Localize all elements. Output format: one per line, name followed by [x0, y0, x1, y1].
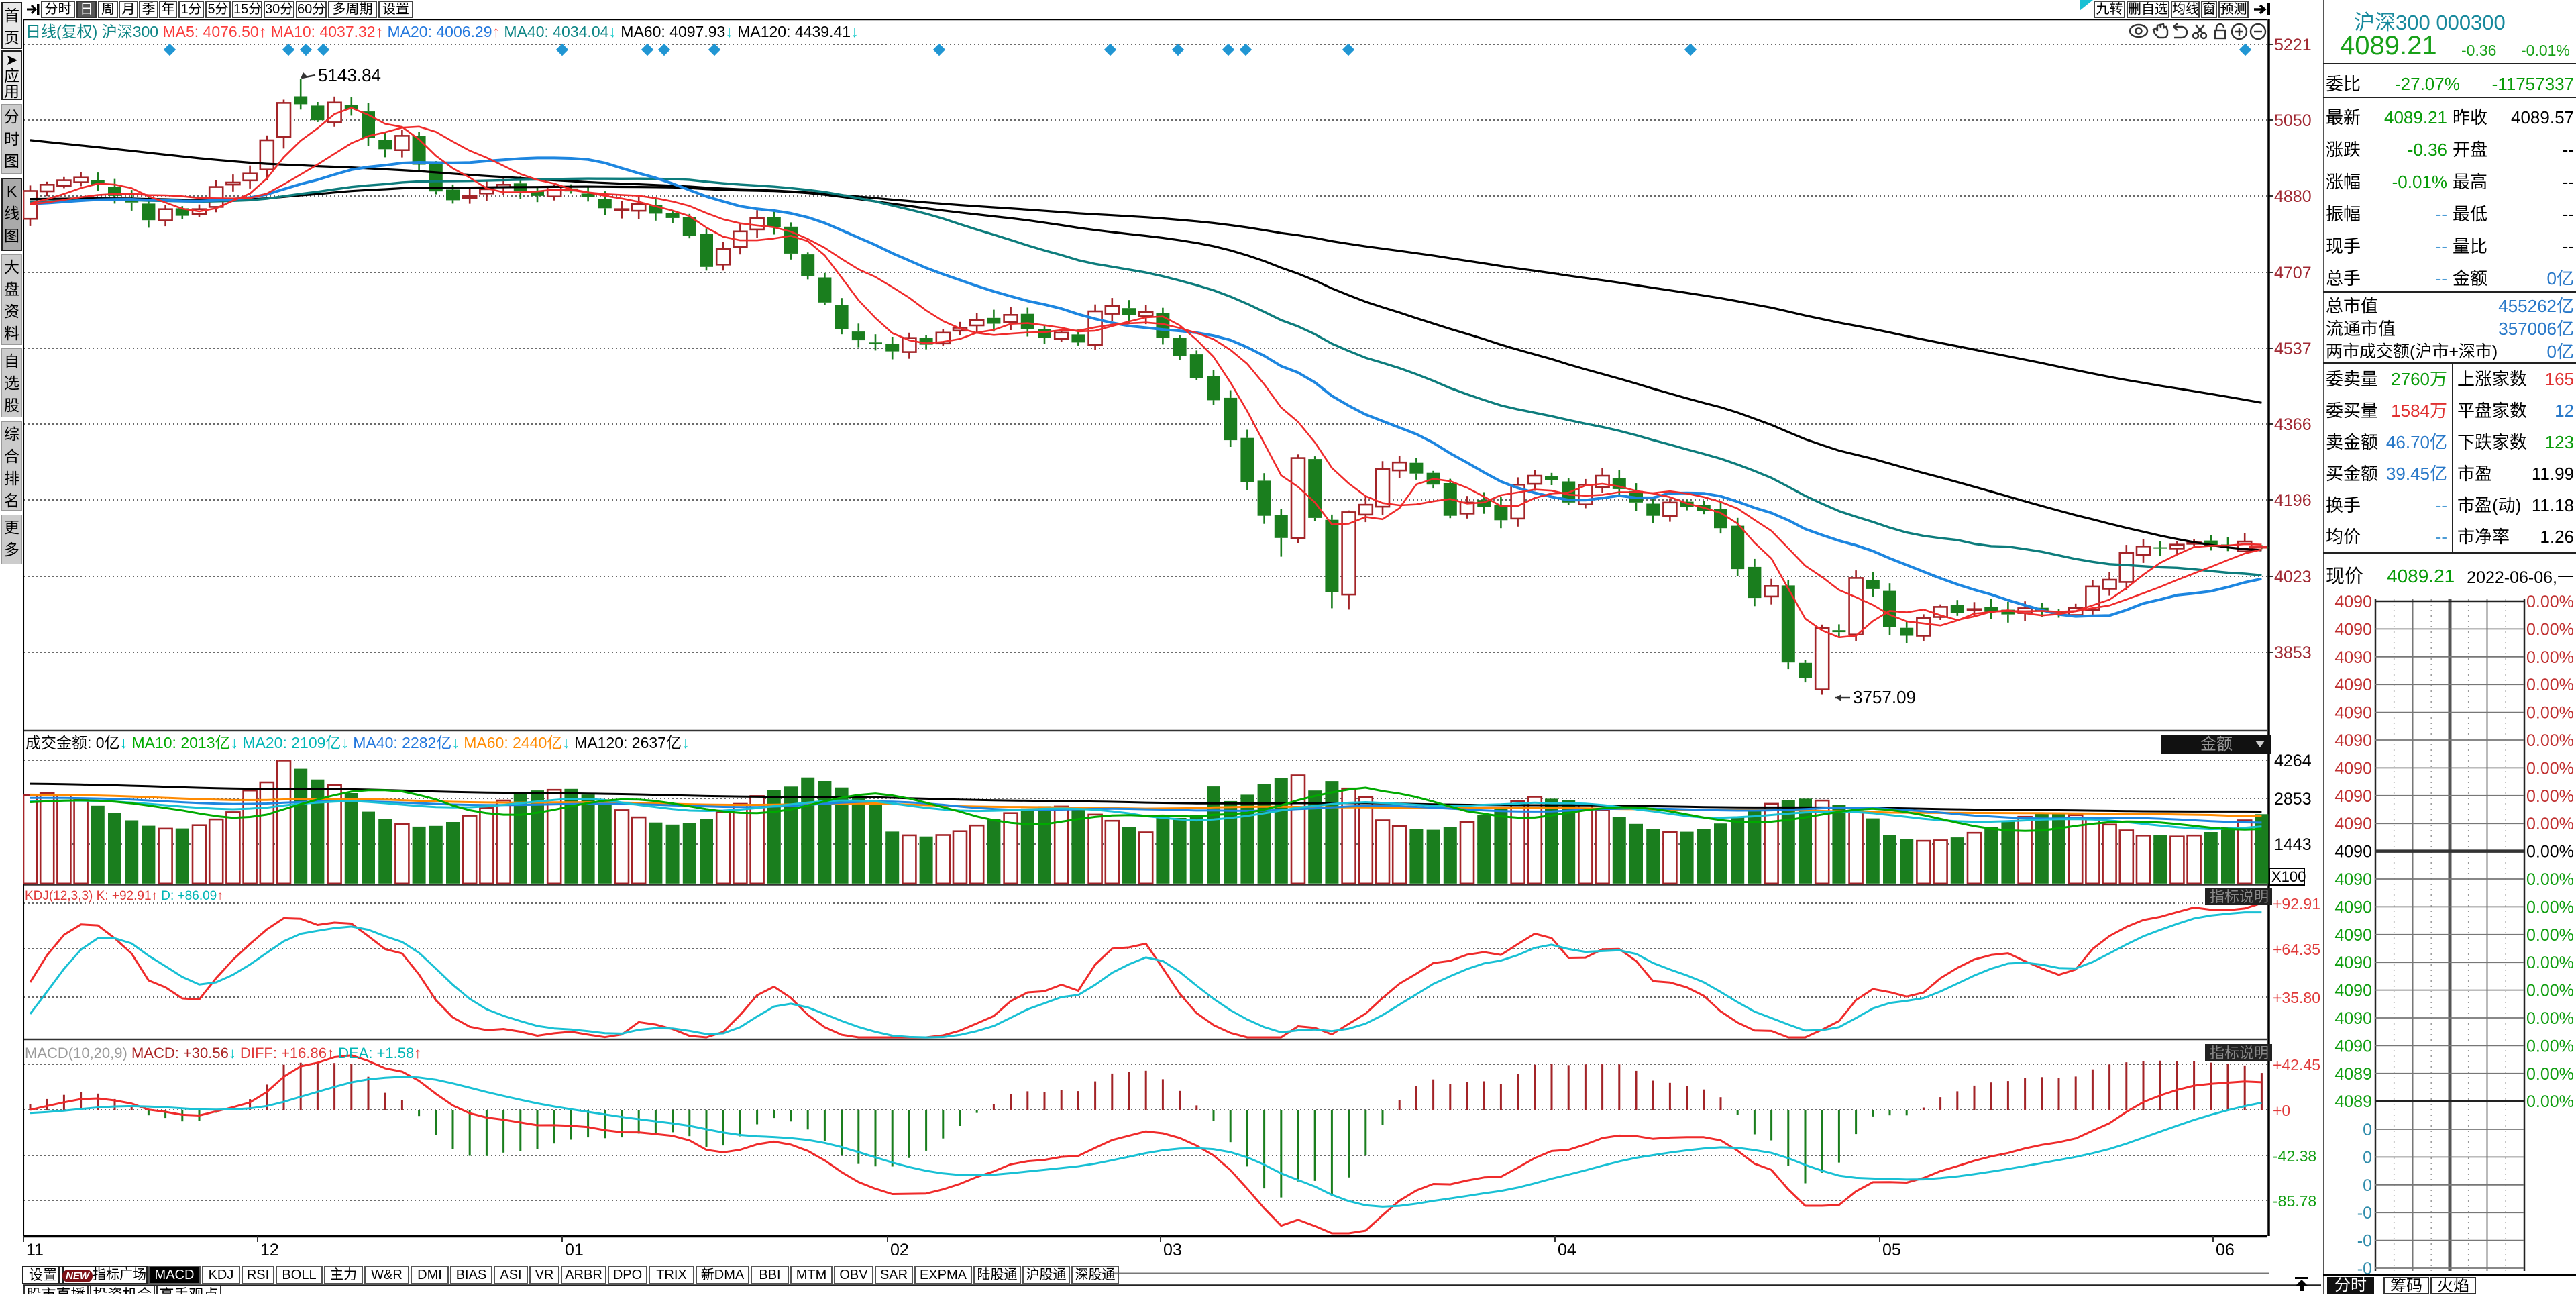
- svg-text:3853: 3853: [2274, 643, 2312, 662]
- svg-text:0.00%: 0.00%: [2526, 926, 2574, 945]
- svg-text:4023: 4023: [2274, 568, 2312, 586]
- svg-text:01: 01: [565, 1241, 584, 1259]
- svg-text:4196: 4196: [2274, 491, 2312, 510]
- svg-text:02: 02: [890, 1241, 909, 1259]
- svg-text:0.00%: 0.00%: [2526, 1037, 2574, 1055]
- svg-text:4090: 4090: [2334, 787, 2372, 806]
- svg-text:5050: 5050: [2274, 111, 2312, 130]
- svg-text:0: 0: [2363, 1148, 2372, 1167]
- svg-text:0.00%: 0.00%: [2526, 1065, 2574, 1084]
- svg-text:4090: 4090: [2334, 843, 2372, 862]
- svg-text:0: 0: [2363, 1121, 2372, 1139]
- svg-text:4537: 4537: [2274, 340, 2312, 358]
- svg-text:0.00%: 0.00%: [2526, 592, 2574, 611]
- svg-text:4090: 4090: [2334, 759, 2372, 778]
- svg-text:-0: -0: [2357, 1232, 2372, 1251]
- svg-text:成交金额: 0亿↓ MA10: 2013亿↓ MA20: 2: 成交金额: 0亿↓ MA10: 2013亿↓ MA20: 2109亿↓ MA40…: [25, 734, 689, 752]
- svg-text:+64.35: +64.35: [2273, 941, 2320, 958]
- svg-text:-0: -0: [2357, 1204, 2372, 1223]
- svg-text:12: 12: [260, 1241, 279, 1259]
- svg-text:指标说明: 指标说明: [2210, 1045, 2269, 1061]
- svg-text:4090: 4090: [2334, 898, 2372, 917]
- svg-text:4264: 4264: [2274, 752, 2312, 770]
- svg-text:-85.78: -85.78: [2273, 1192, 2316, 1210]
- svg-text:0.00%: 0.00%: [2526, 1009, 2574, 1028]
- svg-text:金额: 金额: [2200, 735, 2233, 754]
- svg-text:06: 06: [2216, 1241, 2235, 1259]
- svg-text:-0: -0: [2357, 1259, 2372, 1278]
- svg-text:4090: 4090: [2334, 1037, 2372, 1055]
- svg-text:0.00%: 0.00%: [2526, 787, 2574, 806]
- svg-text:0.00%: 0.00%: [2526, 898, 2574, 917]
- svg-text:03: 03: [1163, 1241, 1182, 1259]
- svg-text:+42.45: +42.45: [2273, 1056, 2320, 1074]
- svg-text:5143.84: 5143.84: [318, 65, 381, 85]
- svg-text:1443: 1443: [2274, 835, 2312, 854]
- svg-text:0.00%: 0.00%: [2526, 731, 2574, 750]
- svg-text:4090: 4090: [2334, 676, 2372, 694]
- svg-text:MACD(10,20,9) MACD: +30.56↓ DI: MACD(10,20,9) MACD: +30.56↓ DIFF: +16.86…: [25, 1045, 421, 1061]
- svg-text:4090: 4090: [2334, 926, 2372, 945]
- svg-text:0.00%: 0.00%: [2526, 815, 2574, 833]
- svg-text:4089: 4089: [2334, 1065, 2372, 1084]
- svg-text:2853: 2853: [2274, 790, 2312, 809]
- svg-text:+0: +0: [2273, 1102, 2290, 1119]
- svg-text:3757.09: 3757.09: [1853, 687, 1916, 707]
- svg-text:4090: 4090: [2334, 870, 2372, 889]
- svg-text:0.00%: 0.00%: [2526, 759, 2574, 778]
- svg-text:4089: 4089: [2334, 1092, 2372, 1111]
- svg-text:4090: 4090: [2334, 731, 2372, 750]
- svg-text:0.00%: 0.00%: [2526, 982, 2574, 1000]
- svg-text:0.00%: 0.00%: [2526, 676, 2574, 694]
- svg-text:0.00%: 0.00%: [2526, 620, 2574, 639]
- svg-text:4090: 4090: [2334, 592, 2372, 611]
- svg-text:+92.91: +92.91: [2273, 895, 2320, 913]
- svg-text:0.00%: 0.00%: [2526, 843, 2574, 862]
- svg-text:4707: 4707: [2274, 264, 2312, 282]
- svg-text:4090: 4090: [2334, 982, 2372, 1000]
- svg-text:0.00%: 0.00%: [2526, 870, 2574, 889]
- svg-text:4090: 4090: [2334, 1009, 2372, 1028]
- svg-text:+35.80: +35.80: [2273, 989, 2320, 1006]
- svg-text:0.00%: 0.00%: [2526, 953, 2574, 972]
- svg-text:0.00%: 0.00%: [2526, 704, 2574, 723]
- svg-text:-42.38: -42.38: [2273, 1147, 2316, 1165]
- svg-text:0: 0: [2363, 1176, 2372, 1195]
- svg-text:X100: X100: [2271, 868, 2306, 885]
- svg-text:0.00%: 0.00%: [2526, 1092, 2574, 1111]
- svg-text:05: 05: [1882, 1241, 1901, 1259]
- svg-text:指标说明: 指标说明: [2210, 888, 2269, 905]
- svg-text:4090: 4090: [2334, 953, 2372, 972]
- svg-text:4090: 4090: [2334, 815, 2372, 833]
- svg-text:4880: 4880: [2274, 187, 2312, 206]
- svg-text:4090: 4090: [2334, 620, 2372, 639]
- svg-text:日线(复权) 沪深300 MA5: 4076.50↑ MA1: 日线(复权) 沪深300 MA5: 4076.50↑ MA10: 4037.32…: [25, 23, 859, 40]
- svg-text:04: 04: [1558, 1241, 1576, 1259]
- svg-text:4090: 4090: [2334, 648, 2372, 667]
- svg-text:5221: 5221: [2274, 36, 2312, 54]
- svg-text:4366: 4366: [2274, 415, 2312, 434]
- svg-text:4090: 4090: [2334, 704, 2372, 723]
- svg-text:KDJ(12,3,3) K: +92.91↑ D: +86.: KDJ(12,3,3) K: +92.91↑ D: +86.09↑: [25, 889, 223, 903]
- svg-text:11: 11: [26, 1241, 44, 1259]
- svg-text:0.00%: 0.00%: [2526, 648, 2574, 667]
